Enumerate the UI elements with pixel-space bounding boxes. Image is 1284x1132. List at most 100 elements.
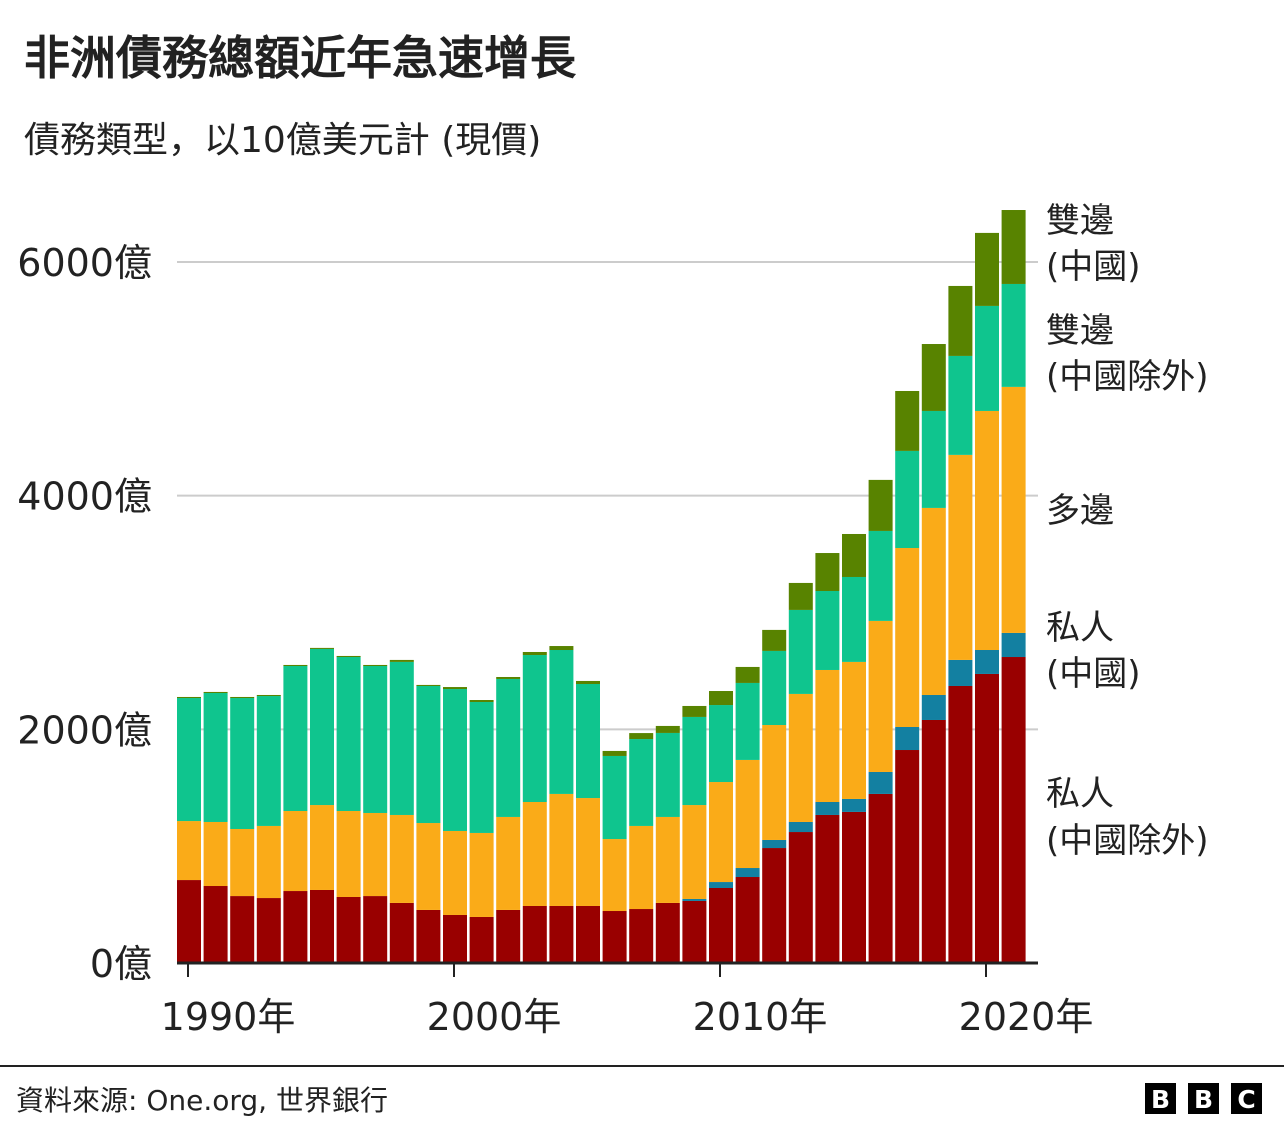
- bar-segment-2005-0: [576, 905, 600, 963]
- bar-segment-2010-0: [709, 887, 733, 963]
- series-label-4: 雙邊: [1046, 201, 1114, 241]
- chart-subtitle: 債務類型，以10億美元計 (現價): [24, 120, 541, 161]
- bar-segment-1991-0: [203, 886, 228, 963]
- bar-segment-1991-2: [203, 821, 228, 887]
- bar-segment-2017-4: [895, 390, 920, 451]
- bar-segment-2018-1: [921, 694, 946, 720]
- bar-segment-1994-4: [283, 664, 308, 667]
- series-label-3: 雙邊: [1046, 311, 1114, 351]
- bar-segment-2018-4: [921, 344, 946, 411]
- bar-segment-2017-1: [895, 726, 920, 751]
- bar-segment-2003-4: [522, 651, 547, 656]
- bar-segment-2003-2: [522, 802, 547, 906]
- bar-segment-1996-4: [336, 655, 361, 658]
- bar-segment-2013-2: [788, 693, 813, 822]
- bar-segment-2008-3: [655, 732, 680, 817]
- bar-segment-1998-3: [389, 661, 414, 815]
- bar-segment-2015-1: [842, 798, 866, 812]
- bar-segment-2000-0: [443, 914, 467, 963]
- bar-segment-2020-0: [975, 673, 999, 963]
- bars: [177, 210, 1026, 963]
- axes: 0億 2000億 4000億 6000億 1990年 2000年 2010年 2020年: [17, 241, 1093, 1039]
- bar-segment-2011-0: [735, 877, 760, 963]
- bar-segment-2007-3: [629, 739, 654, 826]
- series-label-1: 私人: [1046, 608, 1114, 648]
- chart-title: 非洲債務總額近年急速增長: [24, 31, 577, 85]
- bar-segment-2011-2: [735, 759, 760, 869]
- bar-segment-1995-3: [310, 648, 334, 806]
- bar-segment-2021-0: [1001, 657, 1026, 963]
- bar-segment-2015-2: [842, 661, 866, 799]
- bar-segment-2009-4: [682, 705, 707, 717]
- bar-segment-2007-2: [629, 825, 654, 910]
- bar-segment-2017-2: [895, 548, 920, 727]
- bar-segment-2019-0: [948, 685, 973, 963]
- y-tick-label: 6000億: [17, 241, 152, 285]
- bar-segment-1993-4: [256, 694, 281, 697]
- bar-segment-1996-2: [336, 810, 361, 897]
- bar-segment-2021-1: [1001, 632, 1026, 658]
- bar-segment-2007-0: [629, 909, 654, 963]
- bar-segment-2015-3: [842, 576, 866, 662]
- bar-segment-1999-3: [416, 685, 441, 824]
- bar-segment-2005-3: [576, 684, 600, 799]
- bar-segment-2016-1: [868, 771, 893, 794]
- bar-segment-1997-0: [363, 896, 388, 963]
- bar-segment-2019-1: [948, 659, 973, 686]
- series-labels: 私人 (中國除外) 私人 (中國) 多邊 雙邊 (中國除外) 雙邊 (中國): [1046, 201, 1209, 861]
- bar-segment-2006-2: [602, 839, 627, 912]
- bar-segment-2012-1: [762, 839, 787, 849]
- bar-segment-2012-4: [762, 629, 787, 651]
- bar-segment-2014-3: [815, 591, 840, 670]
- bar-segment-2004-0: [549, 905, 574, 963]
- bar-segment-2012-3: [762, 650, 787, 726]
- bar-segment-1999-0: [416, 909, 441, 963]
- logo-letter: B: [1151, 1085, 1170, 1114]
- bar-segment-2001-2: [469, 832, 494, 917]
- bar-segment-2011-1: [735, 868, 760, 878]
- x-tick-label: 2020年: [959, 995, 1094, 1039]
- series-label-0: (中國除外): [1046, 821, 1209, 861]
- bar-segment-2010-1: [709, 882, 733, 888]
- bar-segment-1994-2: [283, 810, 308, 892]
- bar-segment-2019-4: [948, 285, 973, 356]
- bar-segment-1996-3: [336, 657, 361, 811]
- bar-segment-2013-0: [788, 832, 813, 963]
- bar-segment-1996-0: [336, 896, 361, 963]
- bar-segment-1993-2: [256, 825, 281, 899]
- bar-segment-1997-2: [363, 812, 388, 897]
- bar-segment-2002-3: [496, 678, 521, 817]
- bar-segment-1994-0: [283, 891, 308, 963]
- bar-segment-2006-3: [602, 755, 627, 840]
- bar-segment-1992-3: [230, 698, 255, 829]
- series-label-2: 多邊: [1046, 491, 1114, 531]
- bar-segment-2015-4: [842, 533, 866, 577]
- bar-segment-2017-3: [895, 450, 920, 549]
- bar-segment-2018-3: [921, 410, 946, 508]
- bar-segment-1990-0: [177, 880, 201, 963]
- bar-segment-1990-3: [177, 698, 201, 822]
- logo-letter: B: [1194, 1085, 1213, 1114]
- x-tick-label: 2000年: [427, 995, 562, 1039]
- bar-segment-2016-4: [868, 479, 893, 531]
- bar-segment-2019-2: [948, 454, 973, 660]
- bar-segment-2017-0: [895, 750, 920, 963]
- bar-segment-2003-0: [522, 905, 547, 963]
- bar-segment-2018-0: [921, 719, 946, 963]
- series-label-4: (中國): [1046, 247, 1141, 287]
- bar-segment-2013-1: [788, 821, 813, 833]
- series-label-3: (中國除外): [1046, 357, 1209, 397]
- bar-segment-2011-3: [735, 682, 760, 760]
- bar-segment-2004-3: [549, 650, 574, 794]
- bar-segment-2009-0: [682, 900, 707, 963]
- bar-segment-1998-2: [389, 814, 414, 903]
- bar-segment-2010-2: [709, 782, 733, 883]
- bar-segment-2020-1: [975, 650, 999, 674]
- bar-segment-2007-4: [629, 733, 654, 740]
- bar-segment-2005-2: [576, 798, 600, 906]
- logo-block: [1188, 1083, 1219, 1114]
- bar-segment-2008-4: [655, 725, 680, 733]
- series-label-1: (中國): [1046, 654, 1141, 694]
- bar-segment-2000-2: [443, 830, 467, 915]
